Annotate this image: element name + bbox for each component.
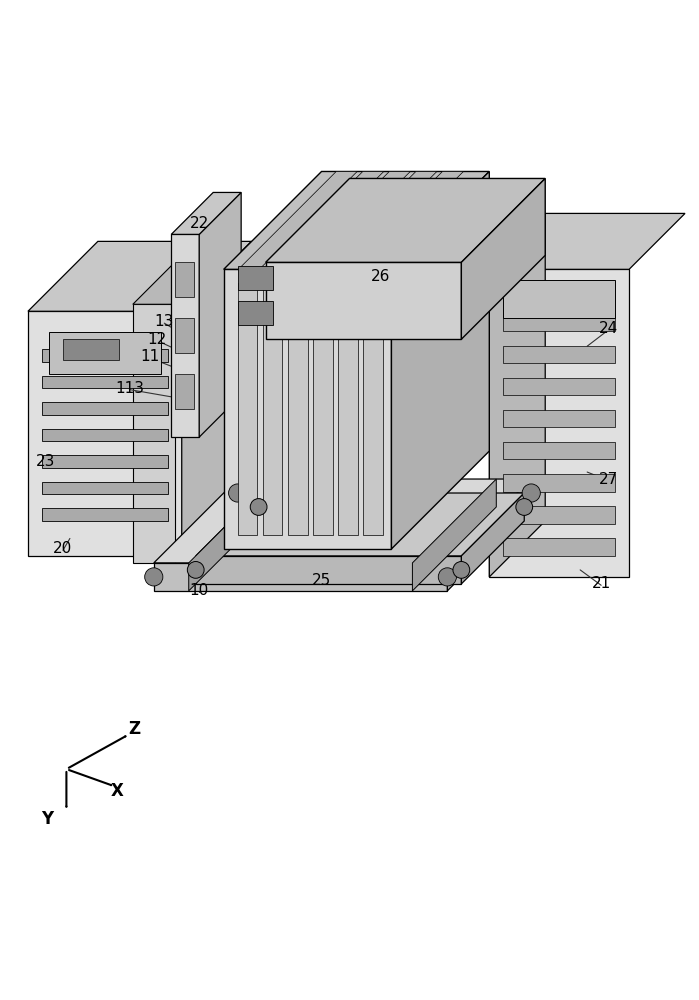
Polygon shape — [489, 269, 629, 577]
Polygon shape — [503, 506, 615, 524]
Polygon shape — [503, 280, 615, 318]
Text: 23: 23 — [36, 454, 55, 469]
Polygon shape — [154, 563, 447, 591]
Polygon shape — [133, 248, 231, 304]
Text: 100: 100 — [326, 171, 373, 193]
Polygon shape — [175, 262, 194, 297]
Polygon shape — [391, 171, 489, 549]
Polygon shape — [63, 339, 119, 360]
Polygon shape — [175, 318, 194, 353]
Polygon shape — [266, 262, 461, 339]
Polygon shape — [461, 493, 524, 584]
Polygon shape — [313, 283, 333, 535]
Polygon shape — [318, 171, 437, 269]
Text: X: X — [111, 782, 124, 800]
Polygon shape — [489, 213, 545, 577]
Polygon shape — [28, 241, 252, 311]
Polygon shape — [503, 313, 615, 331]
Circle shape — [145, 568, 163, 586]
Text: 20: 20 — [53, 541, 73, 556]
Polygon shape — [133, 304, 175, 563]
Polygon shape — [503, 410, 615, 427]
Polygon shape — [461, 178, 545, 339]
Polygon shape — [338, 283, 358, 535]
Polygon shape — [42, 508, 168, 521]
Polygon shape — [238, 301, 273, 325]
Polygon shape — [412, 479, 496, 591]
Text: Y: Y — [41, 810, 54, 828]
Text: 113: 113 — [115, 381, 144, 396]
Polygon shape — [238, 283, 257, 535]
Polygon shape — [196, 493, 524, 556]
Polygon shape — [345, 171, 463, 269]
Text: 25: 25 — [312, 573, 331, 588]
Polygon shape — [363, 283, 383, 535]
Polygon shape — [171, 234, 199, 437]
Polygon shape — [266, 178, 545, 262]
Circle shape — [250, 499, 267, 515]
Polygon shape — [42, 455, 168, 468]
Text: Z: Z — [128, 720, 140, 738]
Circle shape — [516, 499, 533, 515]
Polygon shape — [189, 479, 273, 591]
Polygon shape — [199, 192, 241, 437]
Polygon shape — [49, 332, 161, 374]
Text: 12: 12 — [147, 332, 167, 347]
Polygon shape — [489, 213, 685, 269]
Polygon shape — [42, 376, 168, 388]
Polygon shape — [182, 241, 252, 556]
Polygon shape — [224, 171, 489, 269]
Circle shape — [229, 484, 247, 502]
Polygon shape — [291, 171, 410, 269]
Text: 26: 26 — [371, 269, 391, 284]
Polygon shape — [171, 192, 241, 234]
Polygon shape — [42, 402, 168, 415]
Text: 21: 21 — [591, 576, 611, 591]
Polygon shape — [265, 171, 384, 269]
Polygon shape — [288, 283, 308, 535]
Polygon shape — [503, 538, 615, 556]
Circle shape — [187, 562, 204, 578]
Circle shape — [453, 562, 470, 578]
Polygon shape — [196, 556, 461, 584]
Polygon shape — [42, 482, 168, 494]
Polygon shape — [238, 266, 273, 290]
Polygon shape — [503, 442, 615, 459]
Polygon shape — [154, 479, 531, 563]
Polygon shape — [28, 311, 182, 556]
Polygon shape — [447, 479, 531, 591]
Text: 10: 10 — [189, 583, 209, 598]
Polygon shape — [42, 429, 168, 441]
Text: 22: 22 — [189, 216, 209, 231]
Polygon shape — [224, 269, 391, 549]
Polygon shape — [503, 378, 615, 395]
Polygon shape — [175, 374, 194, 409]
Circle shape — [522, 484, 540, 502]
Polygon shape — [503, 346, 615, 363]
Text: 24: 24 — [598, 321, 618, 336]
Text: 13: 13 — [154, 314, 174, 329]
Polygon shape — [42, 349, 168, 362]
Circle shape — [438, 568, 456, 586]
Polygon shape — [263, 283, 282, 535]
Text: 11: 11 — [140, 349, 160, 364]
Text: 27: 27 — [598, 472, 618, 487]
Polygon shape — [238, 171, 357, 269]
Polygon shape — [503, 474, 615, 492]
